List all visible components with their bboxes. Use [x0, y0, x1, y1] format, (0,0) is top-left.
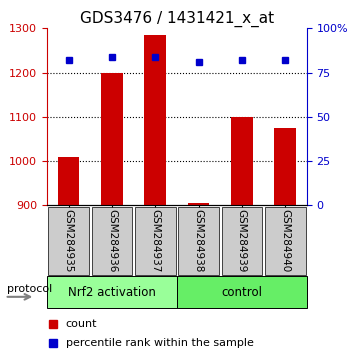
FancyBboxPatch shape — [92, 207, 132, 275]
Bar — [231, 117, 253, 205]
Text: Nrf2 activation: Nrf2 activation — [68, 286, 156, 298]
Bar — [58, 156, 79, 205]
FancyBboxPatch shape — [222, 207, 262, 275]
Text: GSM284939: GSM284939 — [237, 209, 247, 273]
Text: GSM284940: GSM284940 — [280, 209, 290, 272]
Text: control: control — [221, 286, 262, 298]
Text: GSM284937: GSM284937 — [150, 209, 160, 273]
FancyBboxPatch shape — [47, 276, 177, 308]
Text: count: count — [66, 319, 97, 329]
Bar — [274, 128, 296, 205]
FancyBboxPatch shape — [135, 207, 175, 275]
FancyBboxPatch shape — [48, 207, 89, 275]
Text: GSM284935: GSM284935 — [64, 209, 74, 273]
Text: GSM284938: GSM284938 — [193, 209, 204, 273]
FancyBboxPatch shape — [178, 207, 219, 275]
Title: GDS3476 / 1431421_x_at: GDS3476 / 1431421_x_at — [80, 11, 274, 27]
Text: GSM284936: GSM284936 — [107, 209, 117, 273]
FancyBboxPatch shape — [265, 207, 305, 275]
Bar — [144, 35, 166, 205]
Bar — [188, 203, 209, 205]
FancyBboxPatch shape — [177, 276, 307, 308]
Text: protocol: protocol — [7, 284, 52, 294]
Text: percentile rank within the sample: percentile rank within the sample — [66, 338, 254, 348]
Bar — [101, 73, 123, 205]
